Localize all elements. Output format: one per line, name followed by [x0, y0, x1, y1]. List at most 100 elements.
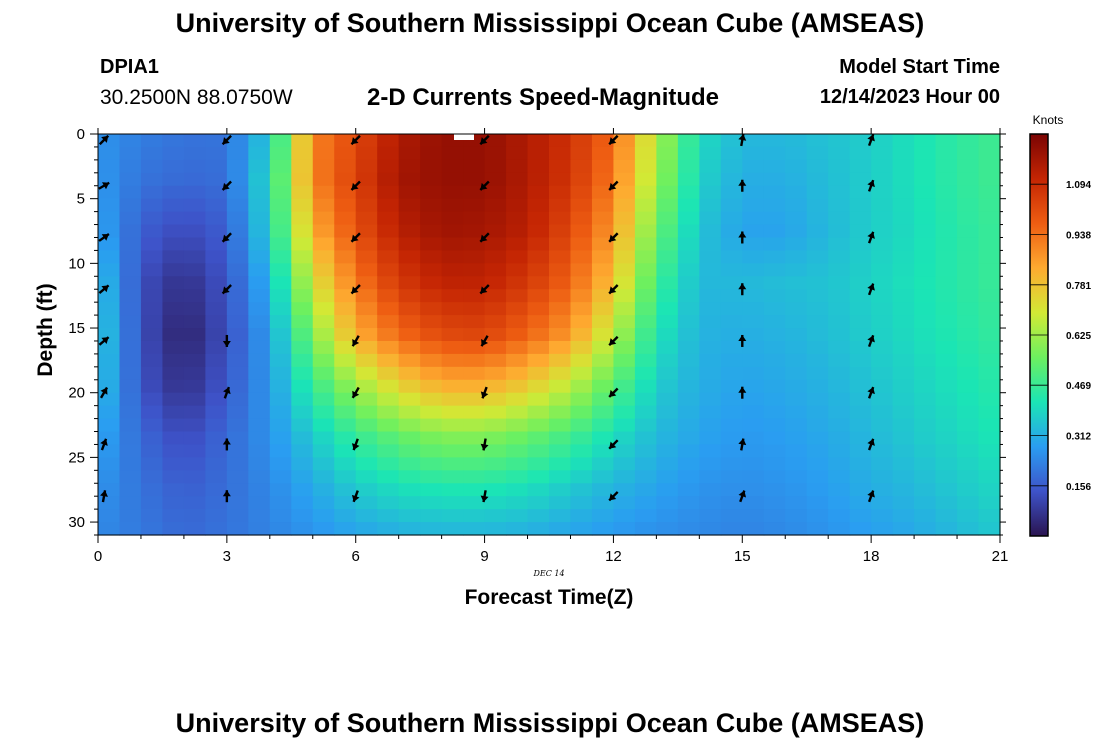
heatmap-cell [763, 457, 786, 471]
heatmap-cell [742, 289, 765, 303]
heatmap-cell [742, 302, 765, 316]
heatmap-cell [527, 509, 550, 523]
colorbar-tick-label: 0.312 [1066, 432, 1091, 443]
heatmap-cell [978, 392, 1001, 407]
heatmap-cell [720, 353, 743, 368]
heatmap-cell [248, 289, 271, 303]
heatmap-cell [699, 470, 722, 484]
heatmap-cell [334, 470, 357, 484]
heatmap-cell [935, 366, 958, 381]
heatmap-cell [269, 522, 292, 536]
heatmap-cell [183, 496, 206, 510]
heatmap-cell [570, 276, 593, 290]
heatmap-cell [205, 522, 228, 536]
heatmap-cell [656, 392, 679, 407]
heatmap-cell [377, 392, 400, 407]
heatmap-cell [849, 405, 872, 420]
heatmap-cell [677, 392, 700, 407]
heatmap-cell [463, 276, 486, 290]
heatmap-cell [699, 302, 722, 316]
heatmap-cell [957, 405, 980, 420]
heatmap-cell [183, 431, 206, 446]
x-tick-label: 6 [352, 548, 360, 565]
heatmap-cell [183, 276, 206, 290]
heatmap-cell [506, 470, 529, 484]
heatmap-cell [785, 366, 808, 381]
heatmap-cell [441, 431, 464, 446]
heatmap-cell [677, 134, 700, 148]
heatmap-cell [763, 302, 786, 316]
heatmap-cell [656, 211, 679, 226]
heatmap-cell [892, 211, 915, 226]
heatmap-cell [849, 185, 872, 200]
heatmap-cell [162, 366, 185, 381]
heatmap-cell [806, 366, 829, 381]
heatmap-cell [312, 431, 335, 446]
heatmap-cell [119, 250, 142, 264]
heatmap-cell [205, 302, 228, 316]
heatmap-cell [549, 172, 572, 187]
heatmap-cell [140, 457, 164, 471]
heatmap-cell [312, 353, 335, 368]
heatmap-cell [398, 289, 421, 303]
heatmap-cell [634, 159, 657, 174]
heatmap-cell [914, 302, 937, 316]
heatmap-cell [806, 198, 829, 213]
heatmap-cell [484, 366, 507, 381]
heatmap-cell [763, 146, 786, 161]
heatmap-cell [699, 289, 722, 303]
heatmap-cell [871, 211, 894, 226]
heatmap-cell [98, 134, 121, 148]
heatmap-cell [140, 134, 164, 148]
heatmap-cell [484, 340, 507, 355]
heatmap-cell [828, 366, 851, 381]
heatmap-cell [484, 457, 507, 471]
current-vector [608, 335, 619, 347]
heatmap-cell [248, 418, 271, 433]
heatmap-cell [140, 379, 164, 394]
heatmap-cell [656, 444, 679, 458]
heatmap-cell [699, 263, 722, 277]
current-vector [867, 490, 875, 503]
heatmap-cell [183, 353, 206, 368]
heatmap-cell [549, 146, 572, 161]
heatmap-cell [420, 237, 443, 252]
current-vector [98, 233, 110, 242]
heatmap-cell [484, 353, 507, 368]
heatmap-cell [484, 146, 507, 161]
heatmap-cell [591, 522, 615, 536]
heatmap-cell [613, 379, 636, 394]
heatmap-cell [334, 379, 357, 394]
heatmap-cell [248, 328, 271, 342]
heatmap-cell [957, 211, 980, 226]
heatmap-cell [677, 483, 700, 497]
heatmap-cell [98, 405, 121, 420]
heatmap-cell [140, 315, 164, 329]
heatmap-cell [935, 146, 958, 161]
heatmap-cell [355, 392, 378, 407]
heatmap-cell [720, 315, 743, 329]
heatmap-cell [978, 340, 1001, 355]
heatmap-cell [656, 172, 679, 187]
heatmap-cell [398, 146, 421, 161]
heatmap-cell [398, 263, 421, 277]
heatmap-cell [591, 315, 615, 329]
heatmap-cell [914, 159, 937, 174]
heatmap-cell [699, 418, 722, 433]
heatmap-cell [377, 146, 400, 161]
heatmap-cell [226, 444, 249, 458]
heatmap-cell [269, 444, 292, 458]
heatmap-cell [377, 483, 400, 497]
heatmap-cell [957, 159, 980, 174]
heatmap-cell [806, 315, 829, 329]
current-vector [351, 335, 360, 347]
heatmap-cell [656, 379, 679, 394]
heatmap-cell [441, 418, 464, 433]
heatmap-cell [269, 328, 292, 342]
heatmap-cell [162, 263, 185, 277]
heatmap-cell [355, 237, 378, 252]
heatmap-cell [720, 237, 743, 252]
heatmap-cell [312, 366, 335, 381]
heatmap-cell [849, 379, 872, 394]
heatmap-cell [527, 340, 550, 355]
